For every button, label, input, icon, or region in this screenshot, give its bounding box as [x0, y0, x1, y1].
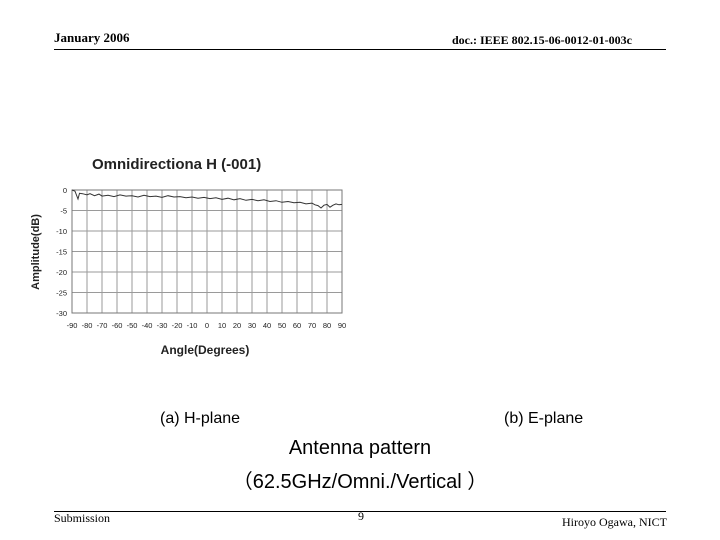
y-tick-label: -5 [60, 207, 67, 216]
caption-h-plane: (a) H-plane [160, 410, 241, 427]
x-tick-label: 80 [323, 321, 331, 330]
y-tick-label: -20 [56, 268, 67, 277]
x-tick-label: 90 [338, 321, 346, 330]
footer-submission: Submission [54, 511, 111, 525]
footer-author: Hiroyo Ogawa, NICT [562, 515, 667, 529]
y-tick-label: 0 [63, 186, 67, 195]
header-doc-id: doc.: IEEE 802.15-06-0012-01-003c [452, 33, 632, 47]
x-tick-label: 60 [293, 321, 301, 330]
y-tick-label: -15 [56, 248, 67, 257]
x-tick-label: -40 [142, 321, 153, 330]
x-tick-label: 20 [233, 321, 241, 330]
x-tick-label: -30 [157, 321, 168, 330]
x-tick-label: -50 [127, 321, 138, 330]
figure-title: Antenna pattern [288, 437, 432, 459]
x-tick-label: -60 [112, 321, 123, 330]
footer-rule [54, 511, 666, 512]
x-tick-label: -80 [82, 321, 93, 330]
y-tick-label: -30 [56, 309, 67, 318]
series-line [71, 189, 343, 209]
y-tick-label: -25 [56, 289, 67, 298]
figure-subtitle: （62.5GHz/Omni./Vertical ） [232, 471, 488, 493]
chart-xlabel: Angle(Degrees) [161, 343, 250, 357]
chart-ticks: -90 -80 -70 -60 -50 -40 -30 -20 -10 0 10 20 30 40 50 60… [56, 186, 346, 330]
x-tick-label: 10 [218, 321, 226, 330]
y-tick-label: -10 [56, 227, 67, 236]
chart-series [71, 189, 343, 209]
h-plane-chart: Omnidirectiona H (-001) Amplitude(dB) An… [30, 156, 346, 357]
x-tick-label: -20 [172, 321, 183, 330]
page-number: 9 [358, 509, 364, 523]
x-tick-label: -70 [97, 321, 108, 330]
x-tick-label: 30 [248, 321, 256, 330]
caption-e-plane: (b) E-plane [504, 410, 584, 427]
header-date: January 2006 [54, 30, 130, 45]
chart-ylabel: Amplitude(dB) [30, 214, 42, 290]
x-tick-label: 0 [205, 321, 209, 330]
x-tick-label: 50 [278, 321, 286, 330]
x-tick-label: -90 [67, 321, 78, 330]
chart-grid [71, 189, 343, 314]
header-rule [54, 49, 666, 50]
chart-title: Omnidirectiona H (-001) [92, 156, 261, 173]
x-tick-label: 40 [263, 321, 271, 330]
x-tick-label: 70 [308, 321, 316, 330]
plot-border [71, 189, 343, 314]
x-tick-label: -10 [187, 321, 198, 330]
